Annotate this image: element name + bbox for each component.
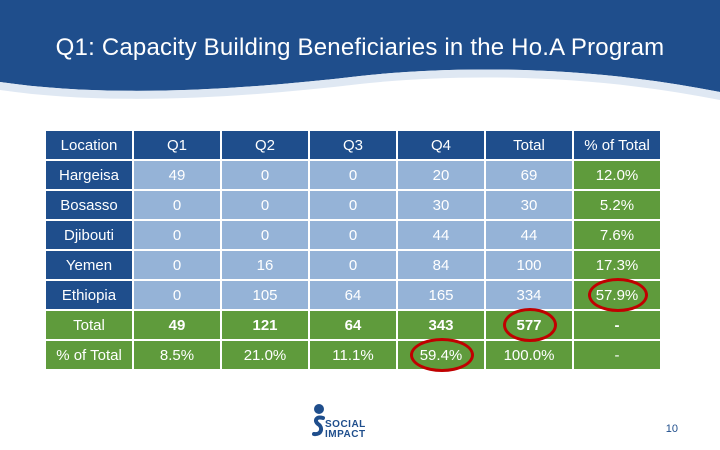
- column-header-total: Total: [484, 129, 574, 161]
- q3-cell: 0: [308, 189, 398, 221]
- total-cell: 30: [484, 189, 574, 221]
- total-row: Total 49 121 64 343 577 -: [44, 308, 662, 342]
- pct-cell: 12.0%: [572, 159, 662, 191]
- pct-cell-highlighted: 57.9%: [572, 278, 662, 312]
- column-header-q2: Q2: [220, 129, 310, 161]
- pct-value: 57.9%: [595, 286, 639, 304]
- pct-cell: 7.6%: [572, 219, 662, 251]
- column-header-pct-of-total: % of Total: [572, 129, 662, 161]
- q4-value: 59.4%: [419, 346, 463, 364]
- location-cell: Ethiopia: [44, 279, 134, 311]
- column-header-location: Location: [44, 129, 134, 161]
- q2-cell: 16: [220, 249, 310, 281]
- column-header-q4: Q4: [396, 129, 486, 161]
- pct-cell: -: [572, 339, 662, 371]
- q2-cell: 0: [220, 189, 310, 221]
- location-cell: Yemen: [44, 249, 134, 281]
- location-cell: % of Total: [44, 339, 134, 371]
- beneficiaries-table: Location Q1 Q2 Q3 Q4 Total % of Total Ha…: [44, 129, 662, 372]
- q3-cell: 0: [308, 219, 398, 251]
- location-cell: Hargeisa: [44, 159, 134, 191]
- q3-cell: 11.1%: [308, 339, 398, 371]
- q4-cell: 343: [396, 309, 486, 341]
- social-impact-logo: SOCIAL IMPACT: [312, 402, 384, 442]
- pct-cell: -: [572, 309, 662, 341]
- q4-cell-highlighted: 59.4%: [396, 338, 486, 372]
- social-impact-logo-mark-icon: [312, 404, 325, 437]
- total-value: 577: [516, 316, 542, 334]
- q1-cell: 0: [132, 219, 222, 251]
- q3-cell: 0: [308, 249, 398, 281]
- q4-cell: 84: [396, 249, 486, 281]
- q2-cell: 121: [220, 309, 310, 341]
- pct-of-total-row: % of Total 8.5% 21.0% 11.1% 59.4% 100.0%…: [44, 338, 662, 372]
- table-row: Ethiopia 0 105 64 165 334 57.9%: [44, 278, 662, 312]
- total-cell: 100.0%: [484, 339, 574, 371]
- q2-cell: 105: [220, 279, 310, 311]
- logo-text-social: SOCIAL: [325, 419, 366, 430]
- q3-cell: 64: [308, 309, 398, 341]
- table-header-row: Location Q1 Q2 Q3 Q4 Total % of Total: [44, 129, 662, 161]
- header-banner: [0, 0, 720, 100]
- q3-cell: 64: [308, 279, 398, 311]
- q4-cell: 20: [396, 159, 486, 191]
- logo-text-impact: IMPACT: [325, 429, 366, 440]
- q1-cell: 49: [132, 159, 222, 191]
- column-header-q3: Q3: [308, 129, 398, 161]
- q2-cell: 0: [220, 159, 310, 191]
- pct-cell: 17.3%: [572, 249, 662, 281]
- location-cell: Djibouti: [44, 219, 134, 251]
- q1-cell: 0: [132, 249, 222, 281]
- location-cell: Bosasso: [44, 189, 134, 221]
- q4-cell: 30: [396, 189, 486, 221]
- q4-cell: 165: [396, 279, 486, 311]
- table-row: Yemen 0 16 0 84 100 17.3%: [44, 249, 662, 281]
- q2-cell: 0: [220, 219, 310, 251]
- total-cell: 100: [484, 249, 574, 281]
- column-header-q1: Q1: [132, 129, 222, 161]
- q4-cell: 44: [396, 219, 486, 251]
- slide-title: Q1: Capacity Building Beneficiaries in t…: [55, 34, 665, 61]
- table-row: Bosasso 0 0 0 30 30 5.2%: [44, 189, 662, 221]
- total-cell: 69: [484, 159, 574, 191]
- q3-cell: 0: [308, 159, 398, 191]
- q2-cell: 21.0%: [220, 339, 310, 371]
- total-cell: 44: [484, 219, 574, 251]
- table-row: Hargeisa 49 0 0 20 69 12.0%: [44, 159, 662, 191]
- q1-cell: 0: [132, 189, 222, 221]
- q1-cell: 8.5%: [132, 339, 222, 371]
- q1-cell: 49: [132, 309, 222, 341]
- q1-cell: 0: [132, 279, 222, 311]
- location-cell: Total: [44, 309, 134, 341]
- table-row: Djibouti 0 0 0 44 44 7.6%: [44, 219, 662, 251]
- total-cell-highlighted: 577: [484, 308, 574, 342]
- page-number: 10: [665, 423, 678, 435]
- pct-cell: 5.2%: [572, 189, 662, 221]
- total-cell: 334: [484, 279, 574, 311]
